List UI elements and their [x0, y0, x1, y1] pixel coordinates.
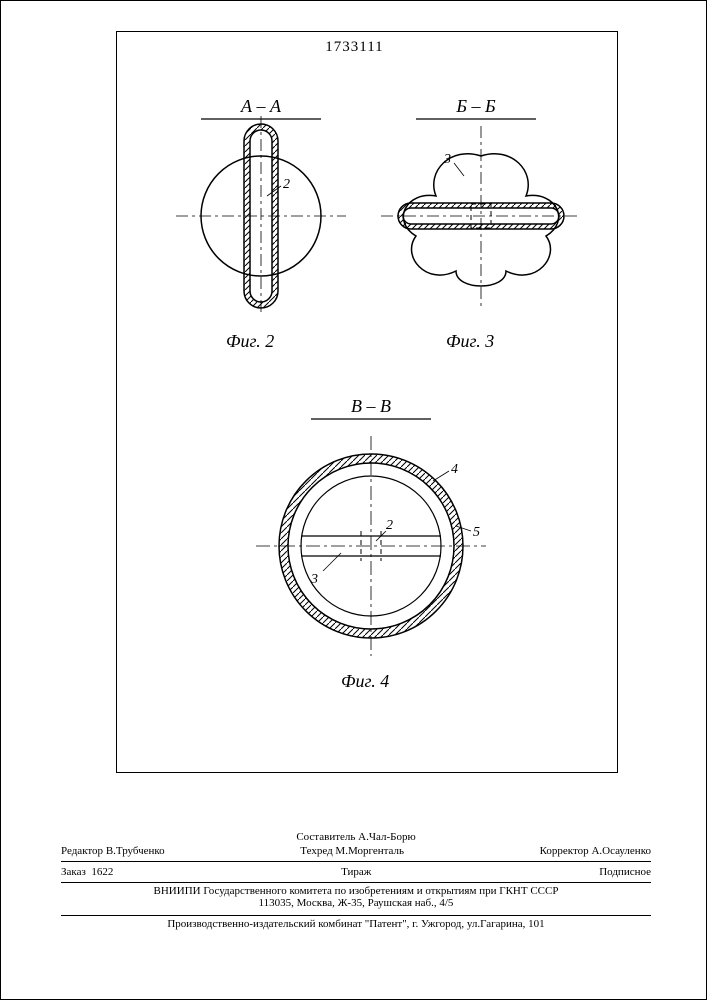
- footer-block: Составитель А.Чал-Борю Редактор В.Трубче…: [61, 831, 651, 930]
- fig4-callout-2: 2: [386, 518, 393, 533]
- fig4-diagram: 4 5 2 3: [251, 431, 491, 661]
- fig4-underline: [311, 418, 431, 421]
- fig2-section-label: А – А: [201, 96, 321, 117]
- document-number: 1733111: [1, 39, 707, 56]
- fig2-caption: Фиг. 2: [226, 331, 274, 352]
- footer-org1: ВНИИПИ Государственного комитета по изоб…: [61, 885, 651, 897]
- footer-tirazh: Тираж: [341, 866, 371, 878]
- fig4-callout-5: 5: [473, 525, 480, 540]
- fig4-caption: Фиг. 4: [341, 671, 389, 692]
- fig4-section-label: В – В: [311, 396, 431, 417]
- footer-editor: Редактор В.Трубченко: [61, 845, 165, 857]
- footer-org2: 113035, Москва, Ж-35, Раушская наб., 4/5: [61, 897, 651, 909]
- fig3-caption: Фиг. 3: [446, 331, 494, 352]
- footer-order: Заказ 1622: [61, 866, 113, 878]
- fig2-diagram: 2: [161, 116, 361, 316]
- footer-credits-row: Редактор В.Трубченко Техред М.Моргенталь…: [61, 843, 651, 859]
- fig2-underline: [201, 118, 321, 121]
- footer-subscr: Подписное: [599, 866, 651, 878]
- fig3-diagram: 3: [376, 121, 586, 311]
- fig4-callout-4: 4: [451, 462, 458, 477]
- footer-techred: Техред М.Моргенталь: [300, 845, 404, 857]
- fig2-callout-2: 2: [283, 177, 290, 192]
- footer-corrector: Корректор А.Осауленко: [540, 845, 651, 857]
- page-root: 1733111 А – А 2 Фиг. 2 Б – Б: [0, 0, 707, 1000]
- footer-order-row: Заказ 1622 Тираж Подписное: [61, 864, 651, 880]
- fig3-callout-3: 3: [443, 152, 451, 167]
- fig4-callout-3: 3: [310, 572, 318, 587]
- footer-print: Производственно-издательский комбинат "П…: [61, 918, 651, 930]
- fig3-section-label: Б – Б: [416, 96, 536, 117]
- footer-compiler: Составитель А.Чал-Борю: [61, 831, 651, 843]
